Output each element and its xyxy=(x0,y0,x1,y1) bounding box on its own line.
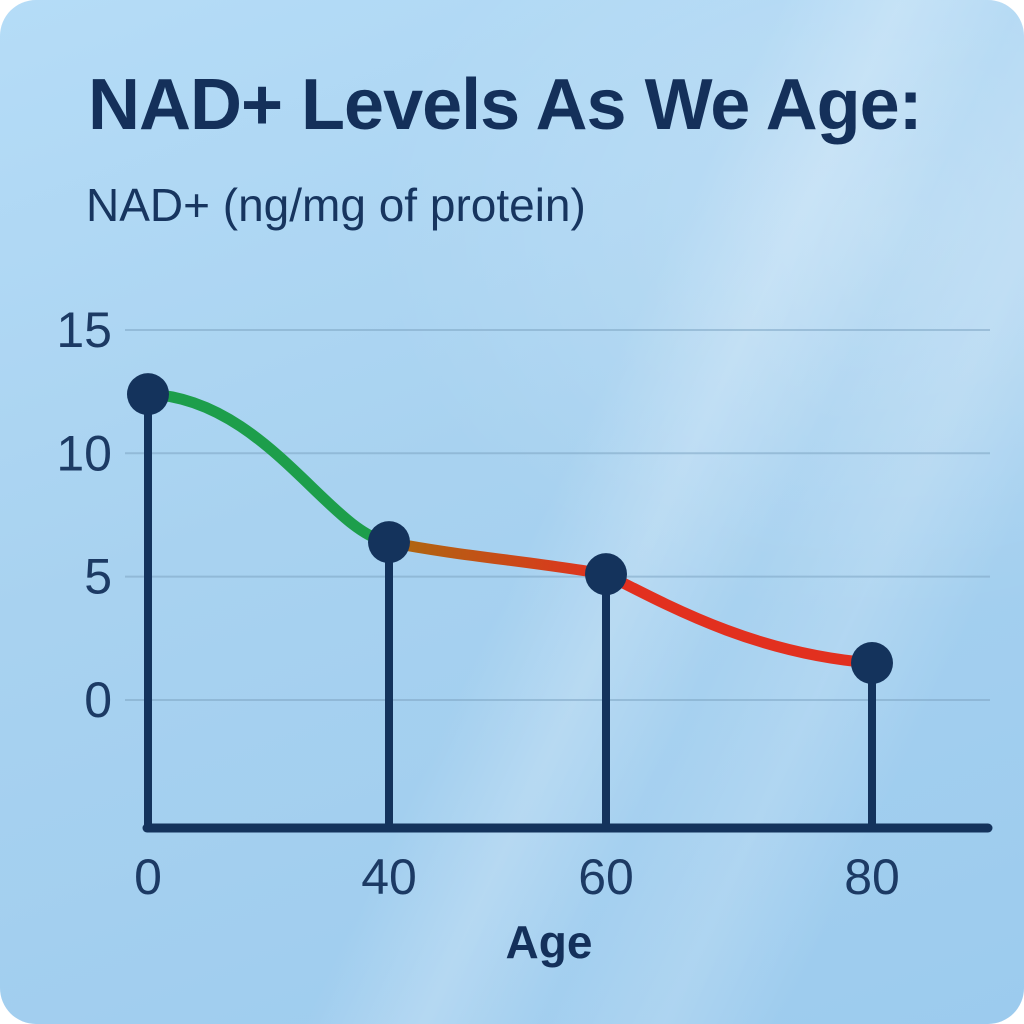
curve-segment-red xyxy=(600,568,878,669)
curve-segment-green xyxy=(142,388,395,548)
curve-segment-orange xyxy=(383,536,612,580)
y-axis-title: NAD+ (ng/mg of protein) xyxy=(86,179,586,231)
y-tick-label-10: 10 xyxy=(56,425,112,481)
x-tick-label-60: 60 xyxy=(578,849,634,905)
x-tick-label-40: 40 xyxy=(361,849,417,905)
y-tick-label-5: 5 xyxy=(84,549,112,605)
data-point-age-0 xyxy=(127,373,169,416)
data-point-age-60 xyxy=(585,553,627,596)
data-point-age-40 xyxy=(368,521,410,564)
y-tick-label-0: 0 xyxy=(84,672,112,728)
x-axis-title: Age xyxy=(506,916,593,968)
y-tick-label-15: 15 xyxy=(56,302,112,358)
data-point-age-80 xyxy=(851,641,893,684)
x-tick-label-80: 80 xyxy=(844,849,900,905)
chart-title: NAD+ Levels As We Age: xyxy=(88,65,923,145)
x-tick-label-0: 0 xyxy=(134,849,162,905)
